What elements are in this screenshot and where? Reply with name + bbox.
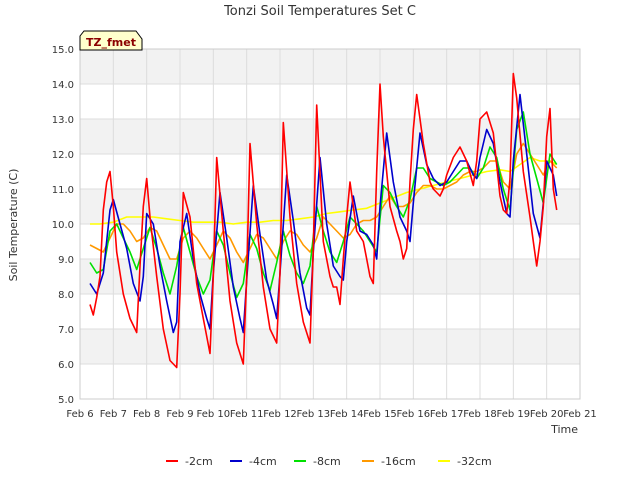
annotation-box: TZ_fmet bbox=[79, 30, 143, 51]
annotation-label: TZ_fmet bbox=[86, 36, 136, 49]
x-tick-label: Feb 16 bbox=[397, 409, 431, 420]
legend: -2cm -4cm -8cm -16cm -32cm bbox=[166, 455, 492, 468]
y-tick-label: 15.0 bbox=[52, 45, 74, 56]
y-tick-label: 14.0 bbox=[52, 80, 74, 91]
y-tick-label: 7.0 bbox=[58, 325, 74, 336]
x-tick-label: Feb 18 bbox=[463, 409, 497, 420]
y-tick-label: 8.0 bbox=[58, 290, 74, 301]
annotation-box-shape bbox=[79, 30, 143, 51]
legend-entry: -32cm bbox=[438, 455, 492, 468]
legend-label: -2cm bbox=[185, 455, 213, 468]
x-tick-label: Feb 13 bbox=[297, 409, 331, 420]
plot-band bbox=[80, 329, 580, 364]
legend-entry: -16cm bbox=[362, 455, 416, 468]
legend-label: -16cm bbox=[381, 455, 416, 468]
y-tick-label: 13.0 bbox=[52, 115, 74, 126]
series-line-16cm bbox=[89, 142, 558, 264]
legend-entry: -8cm bbox=[294, 455, 341, 468]
legend-label: -32cm bbox=[457, 455, 492, 468]
legend-label: -8cm bbox=[313, 455, 341, 468]
legend-entry: -2cm bbox=[166, 455, 213, 468]
plot-frame bbox=[79, 48, 581, 400]
x-tick-label: Feb 7 bbox=[100, 409, 127, 420]
x-tick-label: Feb 15 bbox=[363, 409, 397, 420]
series-line-2cm bbox=[89, 72, 558, 369]
series-lines bbox=[89, 72, 558, 369]
y-tick-label: 12.0 bbox=[52, 150, 74, 161]
x-tick-label: Feb 14 bbox=[330, 409, 364, 420]
y-axis-label: Soil Temperature (C) bbox=[7, 169, 20, 282]
y-tick-label: 5.0 bbox=[58, 395, 74, 406]
y-tick-label: 10.0 bbox=[52, 220, 74, 231]
y-tick-label: 9.0 bbox=[58, 255, 74, 266]
chart-title: Tonzi Soil Temperatures Set C bbox=[223, 4, 416, 19]
plot-band bbox=[80, 49, 580, 84]
x-axis-label: Time bbox=[550, 423, 578, 436]
x-tick-label: Feb 6 bbox=[66, 409, 93, 420]
y-tick-label: 6.0 bbox=[58, 360, 74, 371]
plot-band bbox=[80, 119, 580, 154]
x-tick-label: Feb 10 bbox=[197, 409, 231, 420]
grid-lines bbox=[79, 48, 581, 400]
x-tick-label: Feb 20 bbox=[530, 409, 564, 420]
x-tick-label: Feb 11 bbox=[230, 409, 264, 420]
y-tick-label: 11.0 bbox=[52, 185, 74, 196]
y-tick-labels: 5.0 6.0 7.0 8.0 9.0 10.0 11.0 12.0 13.0 14.0 15.0 bbox=[52, 45, 74, 406]
x-tick-label: Feb 17 bbox=[430, 409, 464, 420]
x-tick-labels: Feb 6 Feb 7 Feb 8 Feb 9 Feb 10 Feb 11 Feb 12 Fe… bbox=[66, 409, 596, 420]
x-tick-label: Feb 9 bbox=[166, 409, 193, 420]
x-tick-label: Feb 19 bbox=[497, 409, 531, 420]
legend-entry: -4cm bbox=[230, 455, 277, 468]
series-line-4cm bbox=[89, 93, 558, 334]
x-tick-label: Feb 8 bbox=[133, 409, 160, 420]
x-tick-label: Feb 12 bbox=[263, 409, 297, 420]
legend-label: -4cm bbox=[249, 455, 277, 468]
x-tick-label: Feb 21 bbox=[563, 409, 597, 420]
